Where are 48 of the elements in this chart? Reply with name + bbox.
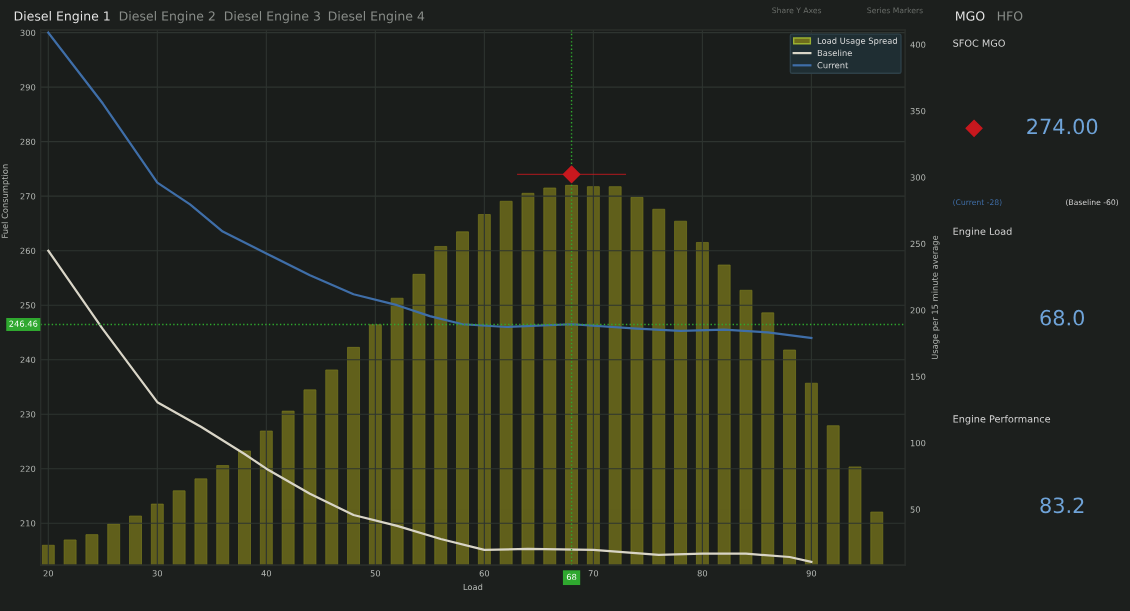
y-axis-title: Fuel Consumption: [1, 164, 10, 238]
text: 68.0: [1040, 309, 1085, 326]
ref-line-label: 246.46: [9, 320, 38, 327]
line-series: [47, 249, 813, 564]
text: MGO: [956, 11, 985, 21]
y-tick-label: 270: [20, 193, 36, 200]
y-tick-label: 230: [20, 411, 36, 418]
x-tick-label: 30: [152, 570, 163, 577]
y2-tick-label: 400: [910, 41, 926, 48]
y-tick-label: 280: [20, 138, 36, 145]
y2-tick-label: 50: [910, 506, 921, 513]
y-tick-label: 210: [20, 520, 36, 527]
text: Engine Load: [953, 227, 1012, 237]
x-tick-label: 90: [806, 570, 817, 577]
y-tick-label: 300: [20, 29, 36, 36]
x-tick-label: 60: [479, 570, 490, 577]
text: Diesel Engine 4: [328, 11, 425, 24]
legend-label: Load Usage Spread: [817, 37, 897, 46]
x-tick-label: 70: [588, 570, 599, 577]
x-tick-label: 40: [261, 570, 272, 577]
x-axis-title: Load: [463, 583, 483, 591]
y-tick-label: 260: [20, 247, 36, 254]
y-tick-label: 220: [20, 465, 36, 472]
y-tick-label: 290: [20, 84, 36, 91]
y2-tick-label: 300: [910, 174, 926, 181]
text: SFOC MGO: [953, 39, 1005, 47]
x-tick-label: 50: [370, 570, 381, 577]
text: HFO: [997, 11, 1023, 21]
x-tick-label: 80: [697, 570, 708, 577]
line-series: [47, 31, 813, 339]
legend-label: Current: [817, 62, 849, 69]
y-tick-label: 240: [20, 356, 36, 363]
y2-tick-label: 250: [910, 240, 926, 248]
text: 274.00: [1027, 118, 1098, 135]
text: Engine Performance: [953, 415, 1051, 425]
y-tick-label: 250: [20, 302, 36, 309]
x-tick-label: 20: [43, 570, 54, 577]
y2-axis-title: Usage per 15 minute average: [931, 235, 940, 360]
legend-label: Baseline: [817, 49, 852, 57]
y2-tick-label: 200: [910, 307, 926, 314]
y2-tick-label: 150: [910, 373, 926, 380]
y2-tick-label: 100: [910, 439, 926, 447]
text: Diesel Engine 1: [14, 11, 110, 24]
y2-tick-label: 350: [910, 107, 926, 115]
text: Diesel Engine 3: [224, 11, 320, 24]
text: Diesel Engine 2: [119, 11, 215, 24]
text: 83.2: [1040, 497, 1084, 514]
ref-line-label: 68: [566, 573, 577, 581]
